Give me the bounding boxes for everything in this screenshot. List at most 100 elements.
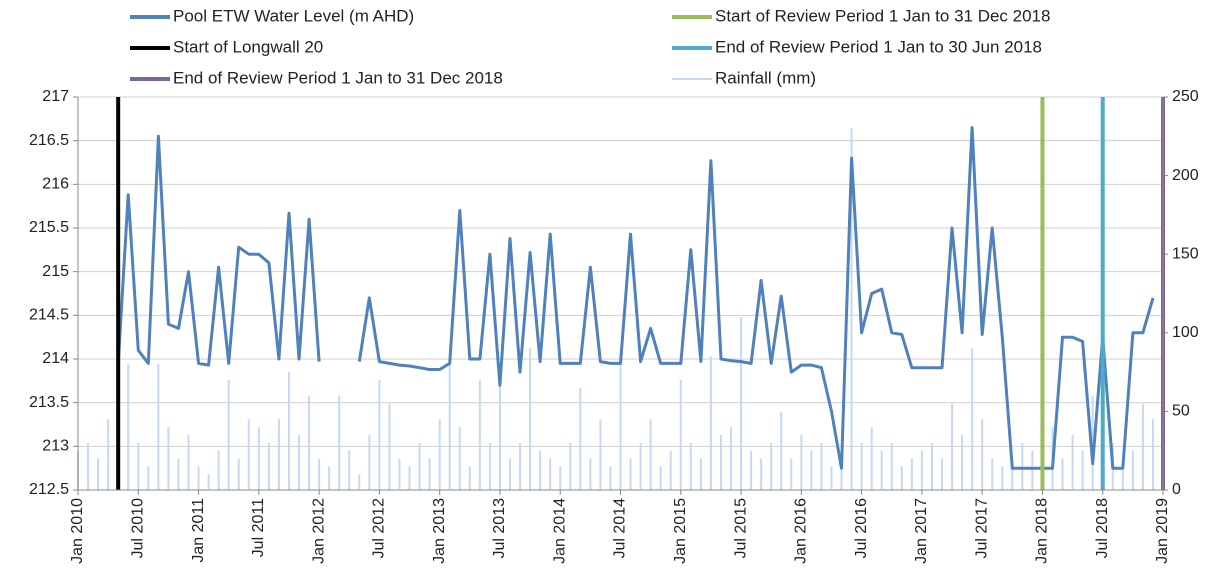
rain-bar [418, 442, 421, 490]
x-tick-label: Jul 2016 [853, 498, 870, 559]
x-tick-label: Jul 2012 [371, 498, 388, 559]
rain-bar [368, 434, 371, 490]
x-tick-label: Jan 2014 [551, 498, 568, 564]
rain-bar [740, 317, 743, 490]
y2-tick-label: 250 [1172, 88, 1199, 105]
x-tick-label: Jul 2014 [612, 498, 629, 559]
y-tick-label: 215 [42, 263, 69, 280]
rain-bar [800, 434, 803, 490]
rain-bar [438, 419, 441, 490]
rain-bar [147, 466, 150, 490]
legend-label: End of Review Period 1 Jan to 30 Jun 201… [715, 37, 1042, 56]
rain-bar [468, 466, 471, 490]
rain-bar [539, 450, 542, 490]
rain-bar [529, 348, 532, 490]
rain-bar [358, 474, 361, 490]
rain-bar [1151, 419, 1154, 490]
level-line [116, 126, 1155, 470]
y-tick-label: 214.5 [29, 307, 69, 324]
rain-bar [277, 419, 280, 490]
rain-bar [1011, 466, 1014, 490]
rain-bar [830, 466, 833, 490]
rain-bar [991, 458, 994, 490]
rain-bar [217, 450, 220, 490]
rain-bar [1061, 458, 1064, 490]
legend-label: Start of Review Period 1 Jan to 31 Dec 2… [715, 6, 1050, 25]
rain-bar [87, 442, 90, 490]
y-tick-label: 212.5 [29, 481, 69, 498]
x-tick-label: Jul 2015 [732, 498, 749, 559]
rain-bar [428, 458, 431, 490]
rain-bar [689, 442, 692, 490]
rain-bar [981, 419, 984, 490]
rain-bar [709, 356, 712, 490]
rain-bar [187, 434, 190, 490]
rain-bar [770, 442, 773, 490]
y-tick-label: 216.5 [29, 132, 69, 149]
rain-bar [629, 458, 632, 490]
rain-bar [1081, 450, 1084, 490]
rain-bar [328, 466, 331, 490]
rain-bar [298, 434, 301, 490]
rain-bar [870, 427, 873, 490]
rain-bar [880, 450, 883, 490]
rain-bar [498, 364, 501, 490]
rain-bar [348, 450, 351, 490]
rain-bar [971, 348, 974, 490]
rain-bar [589, 458, 592, 490]
rain-bar [308, 395, 311, 490]
rain-bar [287, 372, 290, 490]
x-tick-label: Jul 2018 [1094, 498, 1111, 559]
rain-bar [478, 379, 481, 490]
rain-bar [257, 427, 260, 490]
x-tick-label: Jan 2011 [190, 498, 207, 563]
rain-bar [177, 458, 180, 490]
y2-tick-label: 200 [1172, 167, 1199, 184]
rain-bar [760, 458, 763, 490]
y-tick-label: 216 [42, 176, 69, 193]
rain-bar [569, 442, 572, 490]
rain-bar [1121, 458, 1124, 490]
rain-bar [860, 442, 863, 490]
x-tick-label: Jan 2016 [793, 498, 810, 564]
x-tick-label: Jul 2017 [973, 498, 990, 559]
rain-bar [730, 427, 733, 490]
rain-bar [961, 434, 964, 490]
x-tick-label: Jan 2019 [1154, 498, 1171, 564]
rain-bar [559, 466, 562, 490]
rain-bar [619, 364, 622, 490]
rain-bar [750, 450, 753, 490]
rain-bar [388, 403, 391, 490]
rain-bar [850, 128, 853, 490]
rain-bar [679, 379, 682, 490]
y-tick-label: 213.5 [29, 394, 69, 411]
x-tick-label: Jan 2018 [1034, 498, 1051, 564]
legend-label: Rainfall (mm) [715, 68, 816, 87]
rain-bar [408, 466, 411, 490]
rain-bar [448, 356, 451, 490]
rain-bar [167, 427, 170, 490]
rain-bar [488, 442, 491, 490]
x-tick-label: Jul 2013 [491, 498, 508, 559]
rain-bar [227, 379, 230, 490]
rain-bar [137, 442, 140, 490]
x-tick-label: Jul 2010 [129, 498, 146, 559]
rain-bar [1071, 434, 1074, 490]
rain-bar [247, 419, 250, 490]
rain-bar [97, 458, 100, 490]
x-tick-label: Jan 2012 [310, 498, 327, 564]
rain-bar [910, 458, 913, 490]
rain-bar [920, 450, 923, 490]
rain-bar [609, 466, 612, 490]
rain-bar [1001, 466, 1004, 490]
x-tick-label: Jul 2011 [250, 498, 267, 557]
y-tick-label: 217 [42, 88, 69, 105]
rain-bar [338, 395, 341, 490]
rain-bar [719, 434, 722, 490]
y-tick-label: 215.5 [29, 219, 69, 236]
legend-label: Pool ETW Water Level (m AHD) [173, 6, 414, 25]
y2-tick-label: 150 [1172, 245, 1199, 262]
rain-bar [940, 458, 943, 490]
x-tick-label: Jan 2013 [431, 498, 448, 564]
